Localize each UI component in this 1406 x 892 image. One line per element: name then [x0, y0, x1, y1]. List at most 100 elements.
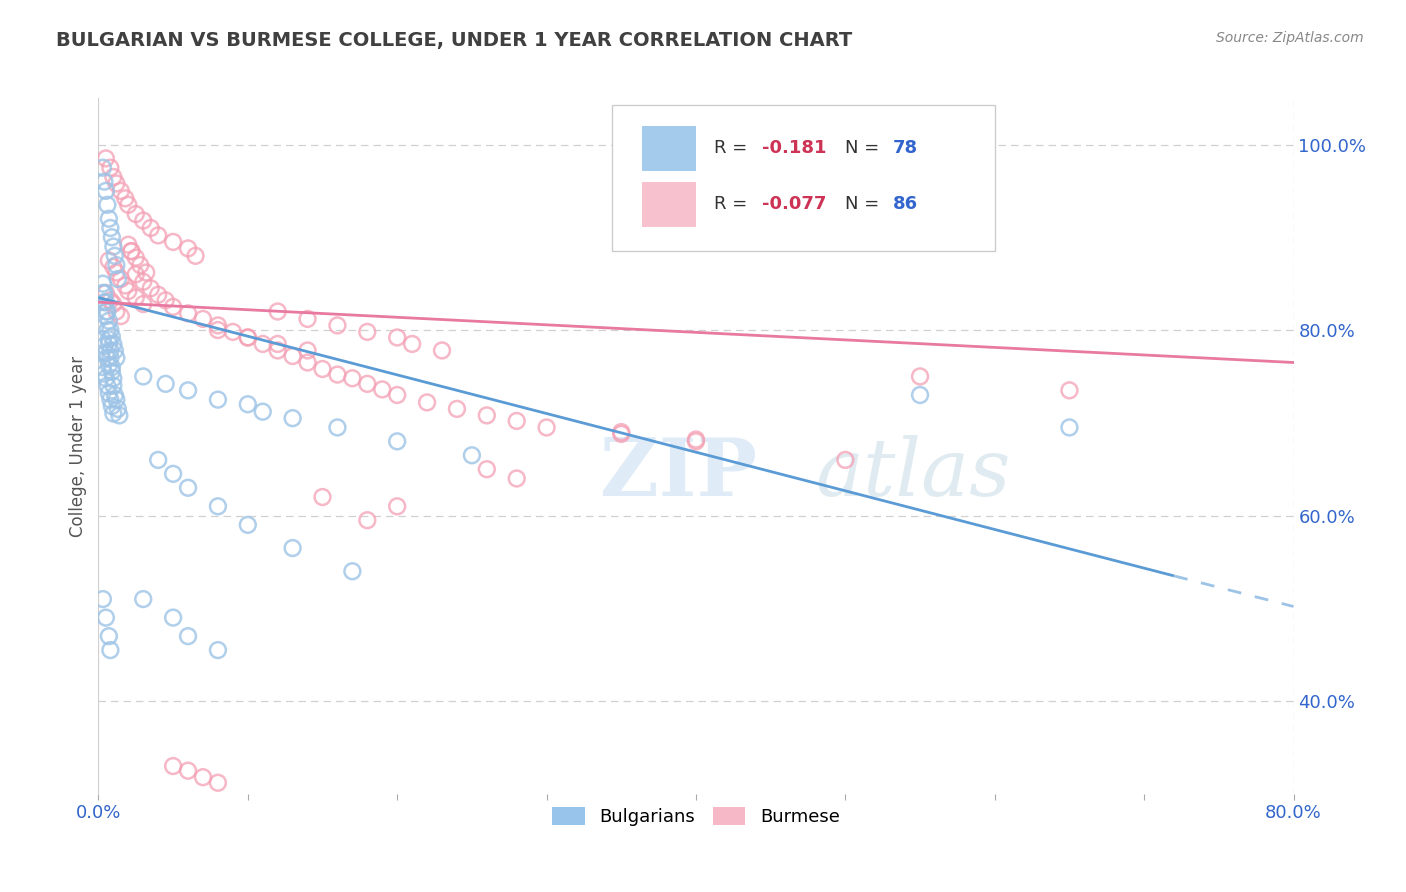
Point: [125, 291, 148, 305]
Point: [446, 401, 468, 416]
Point: [97, 629, 120, 643]
Point: [93, 367, 115, 381]
Point: [834, 453, 856, 467]
Point: [326, 420, 349, 434]
Point: [94, 309, 117, 323]
Point: [356, 513, 378, 527]
Point: [96, 304, 118, 318]
Point: [94, 304, 117, 318]
Point: [103, 239, 125, 253]
Text: R =: R =: [714, 139, 752, 157]
Point: [191, 770, 214, 784]
Point: [93, 285, 115, 300]
Point: [97, 211, 120, 226]
Point: [207, 500, 229, 514]
Point: [117, 237, 139, 252]
Point: [98, 343, 122, 358]
Point: [94, 295, 117, 310]
Point: [461, 448, 484, 462]
Point: [98, 351, 122, 365]
Text: -0.077: -0.077: [762, 194, 827, 213]
Point: [252, 405, 274, 419]
Point: [162, 467, 184, 481]
Point: [132, 592, 155, 607]
Point: [685, 433, 707, 447]
Point: [401, 337, 423, 351]
Point: [108, 409, 131, 423]
Point: [536, 420, 558, 434]
Point: [94, 184, 117, 198]
Point: [96, 323, 118, 337]
Text: Source: ZipAtlas.com: Source: ZipAtlas.com: [1216, 31, 1364, 45]
Text: N =: N =: [845, 194, 886, 213]
Point: [101, 360, 124, 375]
Point: [162, 759, 184, 773]
Text: atlas: atlas: [815, 435, 1011, 513]
Point: [105, 304, 128, 318]
Point: [93, 295, 115, 310]
Point: [103, 371, 125, 385]
Y-axis label: College, Under 1 year: College, Under 1 year: [69, 355, 87, 537]
Point: [98, 643, 122, 657]
Point: [162, 300, 184, 314]
Point: [97, 386, 120, 401]
Text: N =: N =: [845, 139, 886, 157]
Point: [281, 349, 304, 363]
Point: [97, 332, 120, 346]
Point: [94, 152, 117, 166]
Point: [103, 337, 125, 351]
Point: [107, 401, 129, 416]
Point: [101, 329, 124, 343]
Point: [91, 285, 114, 300]
Point: [356, 376, 378, 391]
Point: [385, 330, 409, 344]
Point: [416, 395, 439, 409]
Point: [1059, 384, 1081, 398]
Text: BULGARIAN VS BURMESE COLLEGE, UNDER 1 YEAR CORRELATION CHART: BULGARIAN VS BURMESE COLLEGE, UNDER 1 YE…: [56, 31, 852, 50]
Point: [97, 253, 120, 268]
Point: [430, 343, 453, 358]
Point: [326, 368, 349, 382]
Point: [104, 388, 127, 402]
Point: [107, 272, 129, 286]
Point: [101, 399, 124, 413]
Point: [610, 425, 633, 439]
Point: [908, 369, 931, 384]
Point: [326, 318, 349, 333]
Point: [207, 776, 229, 790]
Point: [91, 360, 114, 375]
Point: [98, 161, 122, 175]
Point: [125, 251, 148, 265]
Point: [506, 414, 529, 428]
Point: [103, 297, 125, 311]
Point: [105, 177, 128, 191]
Point: [125, 207, 148, 221]
Legend: Bulgarians, Burmese: Bulgarians, Burmese: [546, 800, 846, 833]
Point: [139, 281, 162, 295]
Point: [207, 643, 229, 657]
Point: [311, 490, 333, 504]
Point: [207, 323, 229, 337]
Point: [155, 376, 177, 391]
Point: [91, 332, 114, 346]
Point: [148, 453, 170, 467]
Text: 86: 86: [893, 194, 918, 213]
Point: [177, 306, 200, 320]
Point: [91, 592, 114, 607]
Point: [94, 371, 117, 385]
Point: [385, 500, 409, 514]
Point: [94, 346, 117, 360]
Point: [114, 278, 136, 293]
Point: [267, 343, 290, 358]
Point: [132, 297, 155, 311]
Point: [236, 397, 259, 411]
Point: [281, 541, 304, 555]
Point: [101, 365, 124, 379]
Point: [98, 392, 122, 407]
Point: [94, 285, 117, 300]
Point: [135, 266, 157, 280]
Point: [177, 241, 200, 255]
Point: [91, 161, 114, 175]
Point: [96, 351, 118, 365]
Point: [610, 426, 633, 441]
